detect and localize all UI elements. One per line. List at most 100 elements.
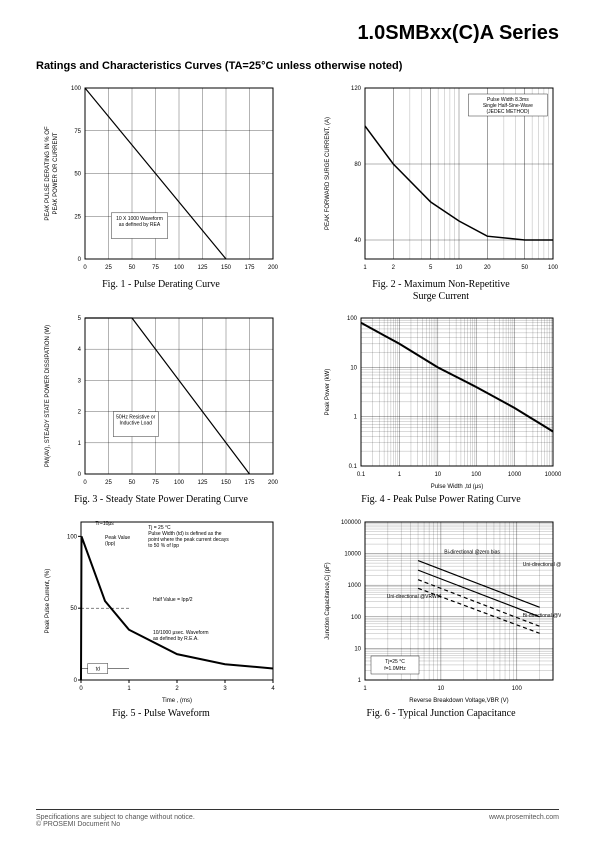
- fig2-caption-b: Surge Current: [413, 291, 469, 303]
- svg-text:2: 2: [175, 686, 179, 692]
- svg-text:200: 200: [268, 480, 279, 486]
- svg-text:1: 1: [398, 472, 402, 478]
- svg-text:50: 50: [129, 480, 136, 486]
- footer: Specifications are subject to change wit…: [36, 809, 559, 828]
- fig6-caption: Fig. 6 - Typical Junction Capacitance: [366, 708, 515, 720]
- svg-text:100: 100: [512, 686, 523, 692]
- svg-text:125: 125: [197, 265, 208, 271]
- svg-text:td: td: [96, 666, 100, 672]
- svg-text:Reverse Breakdown Voltage,VBR: Reverse Breakdown Voltage,VBR (V): [409, 698, 508, 704]
- svg-text:as defined by REA: as defined by REA: [119, 222, 161, 228]
- svg-text:10: 10: [456, 265, 463, 271]
- svg-text:100: 100: [347, 316, 358, 322]
- svg-text:1: 1: [354, 415, 358, 421]
- svg-text:Uni-directional @VRWM: Uni-directional @VRWM: [387, 593, 441, 599]
- svg-text:1: 1: [127, 686, 131, 692]
- svg-text:25: 25: [105, 480, 112, 486]
- svg-text:0: 0: [79, 686, 83, 692]
- svg-text:1000: 1000: [508, 472, 522, 478]
- svg-text:1000: 1000: [348, 583, 362, 589]
- svg-text:10000: 10000: [545, 472, 561, 478]
- svg-text:0.1: 0.1: [357, 472, 366, 478]
- svg-text:0: 0: [83, 480, 87, 486]
- svg-text:175: 175: [244, 265, 255, 271]
- svg-text:10: 10: [434, 472, 441, 478]
- svg-text:40: 40: [354, 238, 361, 244]
- svg-text:80: 80: [354, 162, 361, 168]
- svg-text:50: 50: [129, 265, 136, 271]
- svg-text:0: 0: [78, 472, 82, 478]
- svg-text:100: 100: [67, 534, 78, 540]
- svg-text:100000: 100000: [341, 520, 362, 526]
- svg-text:100: 100: [174, 265, 185, 271]
- fig6-chart: 110100110100100010000100000Junction Capa…: [321, 514, 561, 704]
- svg-text:150: 150: [221, 265, 232, 271]
- svg-text:100: 100: [548, 265, 559, 271]
- fig4-chart: 0.1 1 10 100 1000 10000 0.1 1 10 100 Peak Power (k…: [321, 310, 561, 490]
- svg-text:75: 75: [152, 265, 159, 271]
- svg-text:0: 0: [83, 265, 87, 271]
- svg-text:100: 100: [471, 472, 482, 478]
- fig3-caption: Fig. 3 - Steady State Power Derating Cur…: [74, 494, 248, 506]
- fig1-chart: 02550751001251501752000255075100PEAK PUL…: [41, 80, 281, 275]
- svg-text:10: 10: [354, 646, 361, 652]
- footer-right: www.prosemitech.com: [489, 814, 559, 828]
- fig5-caption: Fig. 5 - Pulse Waveform: [112, 708, 210, 720]
- svg-text:Tr=10μs: Tr=10μs: [95, 520, 114, 526]
- svg-text:2: 2: [392, 265, 396, 271]
- svg-text:25: 25: [105, 265, 112, 271]
- fig2-caption-a: Fig. 2 - Maximum Non-Repetitive: [372, 279, 510, 291]
- svg-text:4: 4: [78, 347, 82, 353]
- svg-text:150: 150: [221, 480, 232, 486]
- svg-text:50: 50: [70, 606, 77, 612]
- svg-text:Bi-directional @VRWM: Bi-directional @VRWM: [523, 612, 561, 618]
- svg-text:50: 50: [521, 265, 528, 271]
- svg-text:100: 100: [174, 480, 185, 486]
- svg-text:PEAK FORWARD SURGE CURRENT, (A: PEAK FORWARD SURGE CURRENT, (A): [325, 117, 331, 230]
- svg-text:f=1.0MHz: f=1.0MHz: [384, 666, 406, 672]
- svg-text:10: 10: [438, 686, 445, 692]
- svg-text:Peak Power (kW): Peak Power (kW): [325, 369, 331, 416]
- footer-line2: © PROSEMI Document No: [36, 821, 195, 828]
- svg-text:75: 75: [74, 129, 81, 135]
- svg-text:1: 1: [363, 686, 367, 692]
- svg-text:to 50 % of Ipp: to 50 % of Ipp: [148, 543, 179, 549]
- svg-text:1: 1: [78, 441, 82, 447]
- svg-text:Bi-directional @zero bias: Bi-directional @zero bias: [444, 549, 500, 555]
- svg-text:10000: 10000: [344, 551, 361, 557]
- svg-text:Tj=25 °C: Tj=25 °C: [385, 659, 405, 665]
- svg-text:1: 1: [363, 265, 367, 271]
- svg-text:0.1: 0.1: [349, 464, 358, 470]
- fig1-caption: Fig. 1 - Pulse Derating Curve: [102, 279, 220, 291]
- fig5-chart: 01234050100Peak Pulse Current, (%)Time ,…: [41, 514, 281, 704]
- section-heading: Ratings and Characteristics Curves (TA=2…: [36, 60, 402, 72]
- svg-text:50: 50: [74, 172, 81, 178]
- page-title: 1.0SMBxx(C)A Series: [357, 22, 559, 45]
- svg-text:10: 10: [350, 365, 357, 371]
- svg-text:75: 75: [152, 480, 159, 486]
- svg-text:Pulse Width ,td (μs): Pulse Width ,td (μs): [431, 484, 483, 490]
- svg-text:5: 5: [78, 316, 82, 322]
- fig4-caption: Fig. 4 - Peak Pulse Power Rating Curve: [361, 494, 520, 506]
- svg-text:100: 100: [71, 86, 82, 92]
- svg-text:1: 1: [358, 678, 362, 684]
- svg-text:2: 2: [78, 410, 82, 416]
- svg-text:0: 0: [74, 678, 78, 684]
- svg-text:3: 3: [78, 378, 82, 384]
- svg-text:as defined by R.E.A.: as defined by R.E.A.: [153, 636, 199, 642]
- svg-text:175: 175: [244, 480, 255, 486]
- svg-text:Junction Capacitance,Cj (pF): Junction Capacitance,Cj (pF): [325, 562, 331, 639]
- svg-text:PEAK PULSE DERATING IN % OF: PEAK PULSE DERATING IN % OF: [45, 126, 51, 221]
- svg-text:PEAK POWER OR CURRENT: PEAK POWER OR CURRENT: [53, 132, 59, 214]
- svg-text:PM(AV), STEADY STATE POWER DIS: PM(AV), STEADY STATE POWER DISSIPATION (…: [45, 325, 51, 467]
- svg-text:Uni-directional @zero bias: Uni-directional @zero bias: [523, 562, 561, 568]
- svg-text:Time , (ms): Time , (ms): [162, 698, 192, 704]
- svg-text:5: 5: [429, 265, 433, 271]
- svg-text:0: 0: [78, 257, 82, 263]
- svg-text:Inductive Load: Inductive Load: [119, 421, 152, 427]
- svg-text:25: 25: [74, 214, 81, 220]
- svg-text:125: 125: [197, 480, 208, 486]
- footer-line1: Specifications are subject to change wit…: [36, 814, 195, 821]
- svg-text:4: 4: [271, 686, 275, 692]
- svg-text:Half Value = Ipp/2: Half Value = Ipp/2: [153, 597, 193, 603]
